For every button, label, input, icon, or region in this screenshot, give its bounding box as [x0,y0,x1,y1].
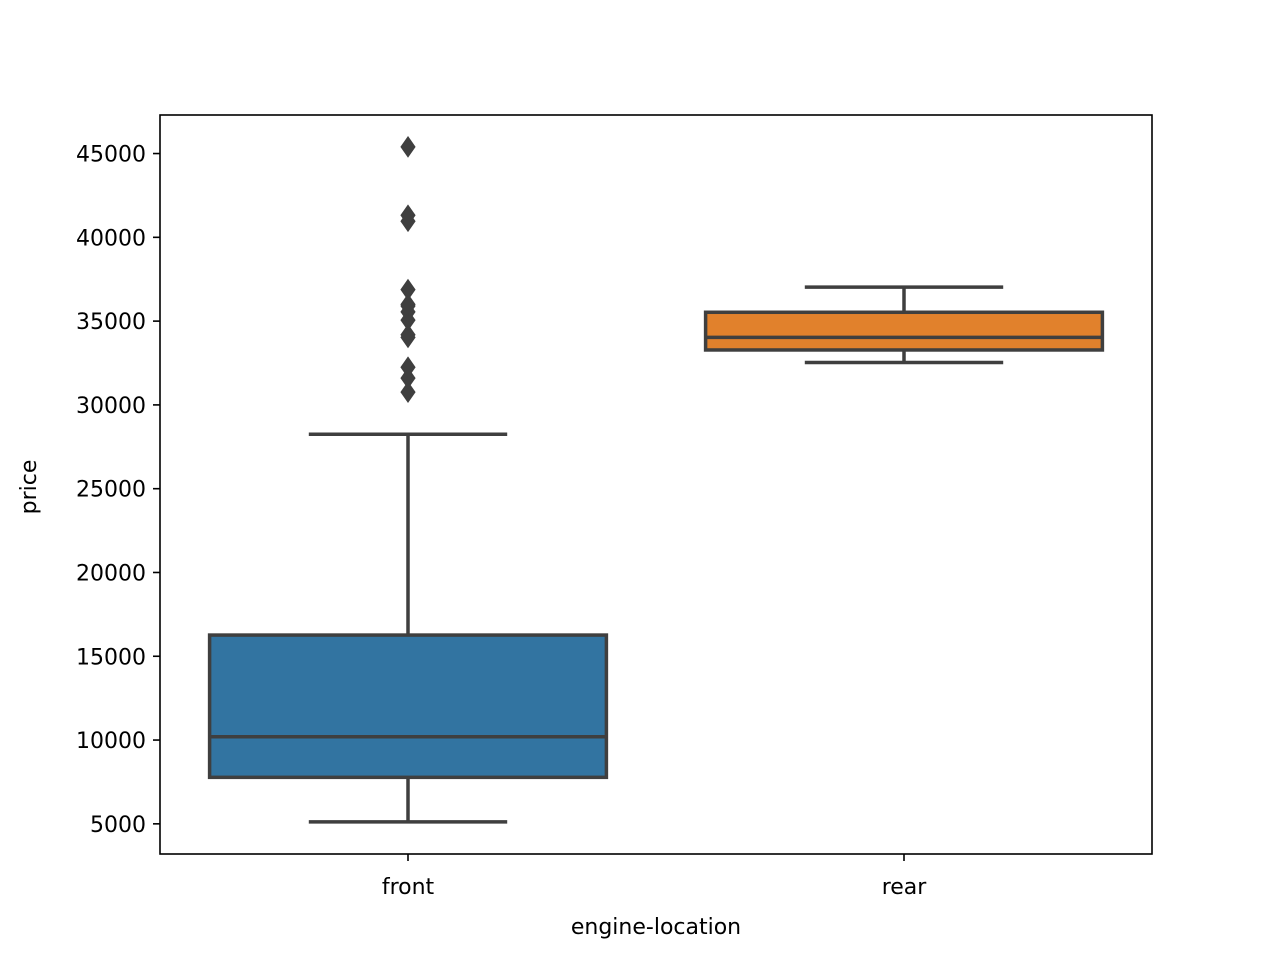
outlier-point [400,323,416,346]
outlier-point [400,293,416,316]
box-front [207,633,609,780]
outlier-point [400,278,416,301]
y-axis-ticks: 5000 10000 15000 20000 25000 30000 35000 40000 4… [76,143,160,838]
y-axis-label: price [17,460,42,515]
y-tick-label: 20000 [76,561,146,586]
y-tick-label: 40000 [76,226,146,251]
outlier-point [400,356,416,379]
box-rear [703,310,1105,352]
y-tick-label: 30000 [76,394,146,419]
y-tick-label: 15000 [76,645,146,670]
y-tick-label: 45000 [76,143,146,168]
x-tick-label-rear: rear [882,875,928,900]
x-tick-label-front: front [382,875,435,900]
y-tick-label: 10000 [76,729,146,754]
outlier-point [400,367,416,389]
boxes-layer [207,135,1105,824]
box-group-front [207,135,609,824]
x-axis-label: engine-location [571,915,741,940]
outlier-point [400,204,416,227]
outlier-point [400,135,416,158]
plot-frame [159,114,1153,855]
y-tick-label: 25000 [76,478,146,503]
y-tick-label: 35000 [76,310,146,335]
x-axis-ticks: front rear [382,854,927,900]
y-tick-label: 5000 [90,813,146,838]
outlier-point [400,381,416,404]
box-group-rear [703,285,1105,365]
